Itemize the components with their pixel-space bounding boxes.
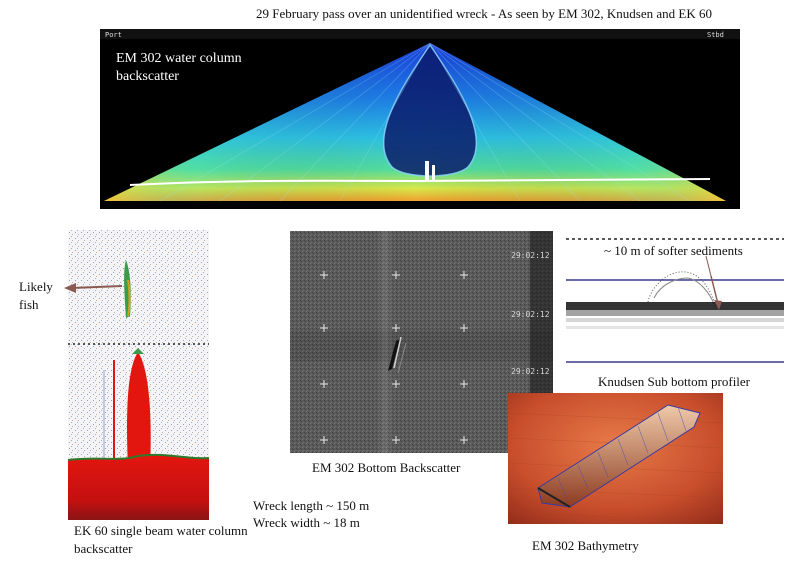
wreck-width: Wreck width ~ 18 m: [253, 515, 360, 530]
wreck-length: Wreck length ~ 150 m: [253, 498, 370, 513]
bottom-backscatter-caption: EM 302 Bottom Backscatter: [312, 460, 461, 475]
water-column-label: EM 302 water column backscatter: [116, 51, 242, 84]
ek60-echogram-image: [67, 230, 210, 520]
knudsen-caption: Knudsen Sub bottom profiler: [598, 374, 751, 389]
stbd-label: Stbd: [707, 31, 724, 39]
bathymetry-image: [507, 393, 724, 524]
timestamp: 29:02:12: [511, 367, 550, 376]
water-column-image: [100, 29, 740, 209]
timestamp: 29:02:12: [511, 251, 550, 260]
page-title: 29 February pass over an unidentified wr…: [256, 6, 712, 21]
fish-arrow-icon: [64, 283, 123, 293]
ek60-caption: EK 60 single beam water column backscatt…: [74, 523, 248, 556]
knudsen-profile-image: [566, 236, 784, 366]
likely-fish-label: Likely fish: [19, 279, 53, 312]
timestamp: 29:02:12: [511, 310, 550, 319]
port-label: Port: [105, 31, 122, 39]
bathymetry-caption: EM 302 Bathymetry: [532, 538, 639, 553]
sediment-note: ~ 10 m of softer sediments: [604, 243, 743, 258]
